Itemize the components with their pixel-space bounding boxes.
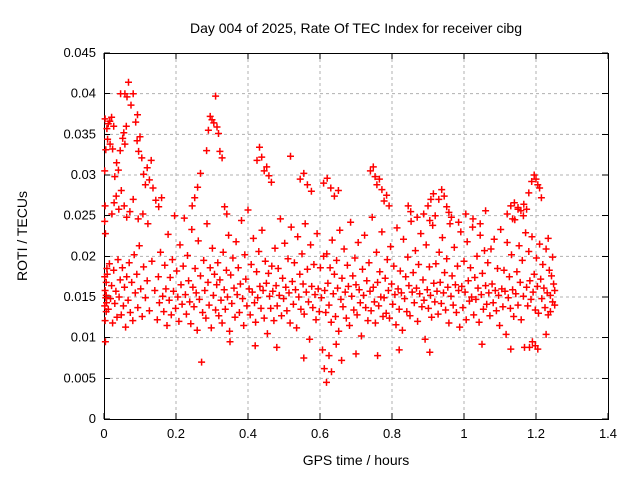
y-tick-label: 0.035 <box>63 126 96 141</box>
y-tick-labels: 0 0.005 0.01 0.015 0.02 0.025 0.03 0.035 0.04 0.0… <box>63 45 96 426</box>
y-tick-label: 0.045 <box>63 45 96 60</box>
y-tick-label: 0.005 <box>63 370 96 385</box>
x-tick-labels: 0 0.2 0.4 0.6 0.8 1 1.2 1.4 <box>100 426 617 441</box>
x-tick-label: 1.2 <box>527 426 545 441</box>
y-tick-label: 0 <box>89 411 96 426</box>
x-tick-label: 0.8 <box>383 426 401 441</box>
x-tick-label: 0.2 <box>167 426 185 441</box>
x-tick-label: 0 <box>100 426 107 441</box>
y-tick-label: 0.02 <box>71 248 96 263</box>
x-axis-label: GPS time / hours <box>302 452 410 468</box>
y-tick-label: 0.015 <box>63 289 96 304</box>
scatter-points <box>101 78 559 386</box>
y-tick-label: 0.01 <box>71 330 96 345</box>
axis-border <box>104 53 609 420</box>
chart-title: Day 004 of 2025, Rate Of TEC Index for r… <box>189 20 523 36</box>
x-tick-label: 0.6 <box>311 426 329 441</box>
y-tick-label: 0.04 <box>71 86 96 101</box>
x-tick-label: 1.4 <box>599 426 617 441</box>
y-axis-label: ROTI / TECUs <box>14 191 30 281</box>
grid-lines <box>104 53 608 419</box>
tick-marks <box>103 52 609 420</box>
y-tick-label: 0.03 <box>71 167 96 182</box>
x-tick-label: 0.4 <box>239 426 257 441</box>
x-tick-label: 1 <box>460 426 467 441</box>
y-tick-label: 0.025 <box>63 208 96 223</box>
